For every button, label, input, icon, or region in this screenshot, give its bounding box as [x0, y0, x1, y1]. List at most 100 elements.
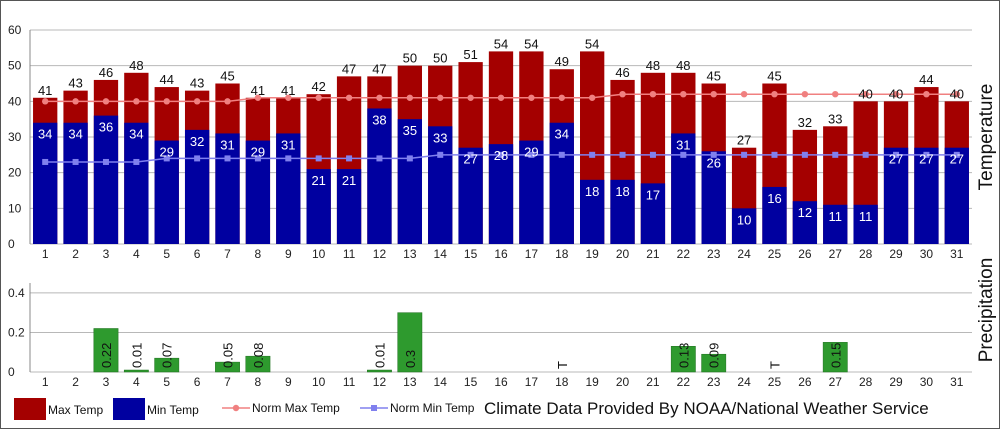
- norm-min-temp-point: [923, 151, 930, 158]
- temperature-y-tick-label: 60: [8, 23, 22, 37]
- max-temp-value-label: 40: [889, 86, 903, 101]
- norm-min-temp-point: [163, 155, 170, 162]
- legend-label: Norm Max Temp: [252, 401, 340, 415]
- temperature-x-tick-label: 9: [285, 247, 292, 261]
- max-temp-value-label: 47: [372, 61, 386, 76]
- max-temp-value-label: 40: [858, 86, 872, 101]
- min-temp-value-label: 29: [524, 145, 538, 160]
- min-temp-value-label: 31: [281, 137, 295, 152]
- precipitation-x-tick-label: 17: [525, 375, 539, 389]
- min-temp-value-label: 31: [220, 137, 234, 152]
- min-temp-bar: [306, 169, 331, 244]
- max-temp-value-label: 49: [555, 54, 569, 69]
- temperature-x-tick-label: 22: [677, 247, 691, 261]
- norm-min-temp-point: [467, 151, 474, 158]
- norm-min-temp-point: [285, 155, 292, 162]
- max-temp-value-label: 43: [190, 76, 204, 91]
- temperature-x-tick-label: 6: [194, 247, 201, 261]
- max-temp-value-label: 44: [919, 72, 933, 87]
- temperature-x-tick-label: 24: [737, 247, 751, 261]
- min-temp-bar: [63, 122, 88, 244]
- min-temp-bar: [792, 201, 818, 244]
- precipitation-x-tick-label: 24: [737, 375, 751, 389]
- max-temp-value-label: 45: [220, 69, 234, 84]
- norm-min-temp-point: [558, 151, 565, 158]
- norm-min-temp-point: [710, 151, 717, 158]
- min-temp-bar: [640, 183, 666, 244]
- temperature-axis-title: Temperature: [976, 84, 997, 191]
- norm-max-temp-point: [41, 98, 49, 105]
- min-temp-value-label: 21: [342, 173, 356, 188]
- min-temp-value-label: 38: [372, 112, 386, 127]
- temperature-x-tick-label: 31: [950, 247, 964, 261]
- min-temp-value-label: 34: [38, 127, 52, 142]
- max-temp-value-label: 44: [160, 72, 174, 87]
- temperature-x-tick-label: 8: [255, 247, 262, 261]
- min-temp-value-label: 28: [494, 148, 508, 163]
- norm-min-temp-point: [528, 151, 535, 158]
- precipitation-bar: [367, 369, 392, 373]
- min-temp-value-label: 10: [737, 212, 751, 227]
- min-temp-value-label: 16: [767, 191, 781, 206]
- temperature-x-tick-label: 18: [555, 247, 569, 261]
- min-temp-value-label: 34: [129, 127, 143, 142]
- norm-min-temp-point: [194, 155, 201, 162]
- temperature-y-tick-label: 20: [8, 166, 22, 180]
- precipitation-value-label: 0.13: [676, 343, 691, 368]
- temperature-x-tick-label: 2: [72, 247, 79, 261]
- precipitation-value-label: 0.3: [403, 350, 418, 368]
- norm-min-temp-point: [771, 151, 778, 158]
- legend-marker: [371, 405, 377, 411]
- legend-swatch: [113, 398, 145, 420]
- max-temp-value-label: 32: [798, 115, 812, 130]
- temperature-x-tick-label: 23: [707, 247, 721, 261]
- temperature-x-tick-label: 27: [829, 247, 843, 261]
- norm-min-temp-point: [315, 155, 322, 162]
- min-temp-value-label: 27: [463, 152, 477, 167]
- max-temp-value-label: 50: [433, 51, 447, 66]
- legend-swatch: [14, 398, 46, 420]
- temperature-x-tick-label: 30: [920, 247, 934, 261]
- temperature-x-tick-label: 5: [163, 247, 170, 261]
- precipitation-x-tick-label: 29: [889, 375, 903, 389]
- norm-max-temp-point: [619, 91, 626, 98]
- norm-max-temp-point: [285, 94, 292, 101]
- precipitation-x-tick-label: 12: [373, 375, 387, 389]
- temperature-y-tick-label: 30: [8, 130, 22, 144]
- min-temp-bar: [458, 147, 483, 244]
- precipitation-x-tick-label: 7: [224, 375, 231, 389]
- norm-min-temp-point: [953, 151, 960, 158]
- precipitation-bar: [701, 353, 727, 373]
- precipitation-y-tick-label: 0.4: [8, 286, 25, 300]
- precipitation-x-tick-label: 5: [163, 375, 170, 389]
- precipitation-x-tick-label: 16: [494, 375, 508, 389]
- temperature-x-tick-label: 4: [133, 247, 140, 261]
- min-temp-bar: [488, 144, 514, 244]
- temperature-x-tick-label: 20: [616, 247, 630, 261]
- precipitation-bar: [397, 312, 423, 373]
- norm-max-temp-point: [588, 94, 596, 101]
- max-temp-value-label: 41: [281, 83, 295, 98]
- temperature-x-tick-label: 25: [768, 247, 782, 261]
- precipitation-x-tick-label: 10: [312, 375, 326, 389]
- min-temp-value-label: 32: [190, 134, 204, 149]
- min-temp-value-label: 31: [676, 137, 690, 152]
- norm-min-temp-point: [893, 151, 900, 158]
- norm-min-temp-point: [72, 158, 79, 165]
- min-temp-value-label: 36: [99, 120, 113, 135]
- norm-max-temp-point: [801, 91, 809, 98]
- max-temp-value-label: 48: [646, 58, 660, 73]
- max-temp-value-label: 41: [38, 83, 52, 98]
- norm-max-temp-point: [832, 91, 839, 98]
- precipitation-value-label: 0.08: [251, 343, 266, 368]
- precipitation-x-tick-label: 1: [42, 375, 49, 389]
- precipitation-value-label: 0.22: [99, 343, 114, 368]
- min-temp-value-label: 29: [160, 145, 174, 160]
- precipitation-x-tick-label: 23: [707, 375, 721, 389]
- precipitation-x-tick-label: 20: [616, 375, 630, 389]
- min-temp-bar: [33, 122, 58, 244]
- min-temp-bar: [944, 147, 969, 244]
- norm-min-temp-point: [406, 155, 413, 162]
